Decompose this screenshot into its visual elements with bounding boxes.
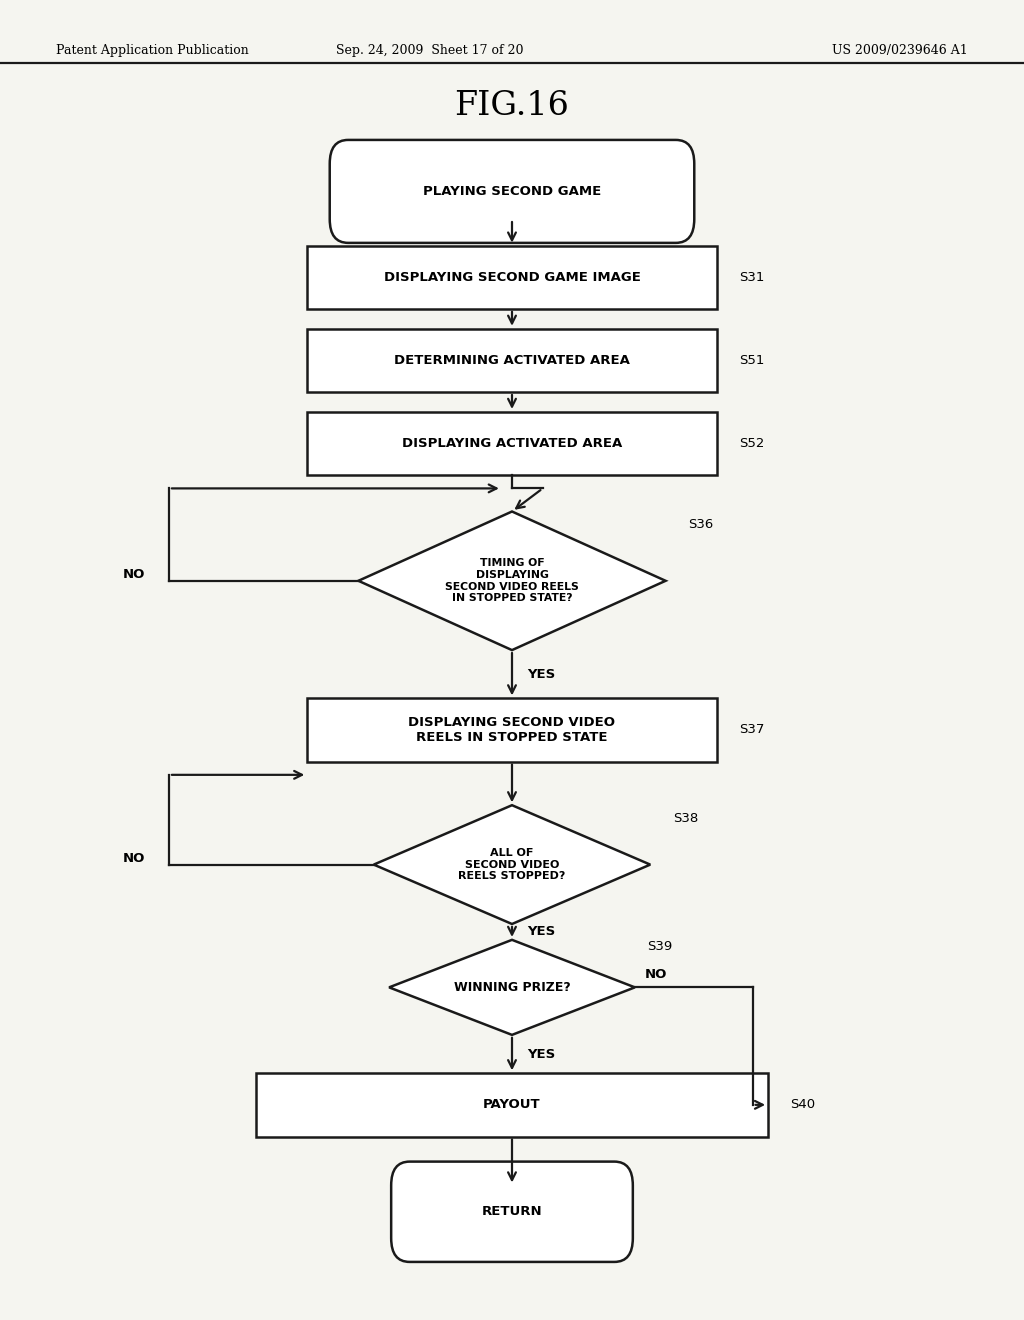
Polygon shape bbox=[374, 805, 650, 924]
Bar bbox=[307, 329, 717, 392]
Text: DETERMINING ACTIVATED AREA: DETERMINING ACTIVATED AREA bbox=[394, 354, 630, 367]
Bar bbox=[307, 412, 717, 475]
Text: WINNING PRIZE?: WINNING PRIZE? bbox=[454, 981, 570, 994]
Text: YES: YES bbox=[527, 1048, 556, 1060]
Bar bbox=[307, 698, 717, 762]
Text: TIMING OF
DISPLAYING
SECOND VIDEO REELS
IN STOPPED STATE?: TIMING OF DISPLAYING SECOND VIDEO REELS … bbox=[445, 558, 579, 603]
Bar bbox=[256, 1073, 768, 1137]
Text: S51: S51 bbox=[739, 354, 765, 367]
Text: S39: S39 bbox=[647, 940, 673, 953]
Text: US 2009/0239646 A1: US 2009/0239646 A1 bbox=[831, 44, 968, 57]
Text: DISPLAYING SECOND GAME IMAGE: DISPLAYING SECOND GAME IMAGE bbox=[384, 271, 640, 284]
Text: S40: S40 bbox=[791, 1098, 816, 1111]
Text: NO: NO bbox=[123, 568, 145, 581]
Text: Patent Application Publication: Patent Application Publication bbox=[56, 44, 249, 57]
Text: S36: S36 bbox=[688, 519, 714, 531]
Polygon shape bbox=[389, 940, 635, 1035]
Text: PLAYING SECOND GAME: PLAYING SECOND GAME bbox=[423, 185, 601, 198]
Text: S52: S52 bbox=[739, 437, 765, 450]
Polygon shape bbox=[358, 511, 666, 649]
Text: NO: NO bbox=[123, 851, 145, 865]
Text: PAYOUT: PAYOUT bbox=[483, 1098, 541, 1111]
Text: RETURN: RETURN bbox=[481, 1205, 543, 1218]
Text: S31: S31 bbox=[739, 271, 765, 284]
Text: Sep. 24, 2009  Sheet 17 of 20: Sep. 24, 2009 Sheet 17 of 20 bbox=[336, 44, 524, 57]
FancyBboxPatch shape bbox=[330, 140, 694, 243]
Text: NO: NO bbox=[645, 968, 668, 981]
Text: FIG.16: FIG.16 bbox=[455, 90, 569, 121]
Text: YES: YES bbox=[527, 925, 556, 939]
Text: S38: S38 bbox=[673, 812, 698, 825]
Text: DISPLAYING ACTIVATED AREA: DISPLAYING ACTIVATED AREA bbox=[401, 437, 623, 450]
Text: DISPLAYING SECOND VIDEO
REELS IN STOPPED STATE: DISPLAYING SECOND VIDEO REELS IN STOPPED… bbox=[409, 715, 615, 744]
Text: S37: S37 bbox=[739, 723, 765, 737]
Text: YES: YES bbox=[527, 668, 556, 681]
Text: ALL OF
SECOND VIDEO
REELS STOPPED?: ALL OF SECOND VIDEO REELS STOPPED? bbox=[459, 847, 565, 882]
FancyBboxPatch shape bbox=[391, 1162, 633, 1262]
Bar bbox=[307, 246, 717, 309]
